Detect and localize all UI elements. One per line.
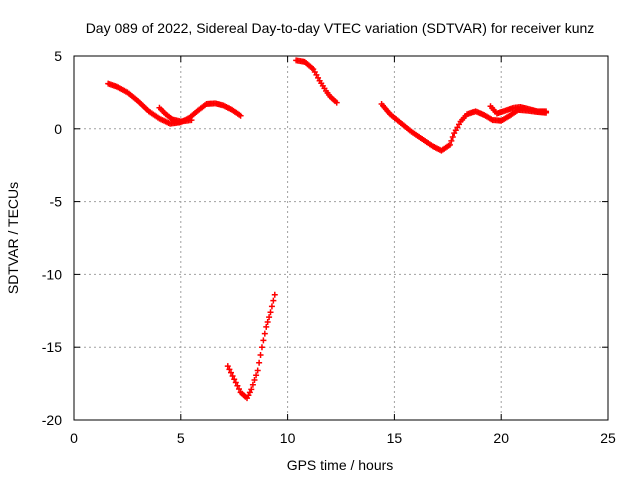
grid-lines <box>74 56 608 420</box>
series-arc-4 <box>293 57 340 106</box>
data-point <box>333 99 340 106</box>
y-tick-label: -10 <box>42 266 62 282</box>
x-tick-label: 5 <box>177 430 185 446</box>
y-tick-label: 0 <box>54 121 62 137</box>
x-tick-label: 0 <box>70 430 78 446</box>
plot-frame <box>73 55 609 421</box>
chart-title: Day 089 of 2022, Sidereal Day-to-day VTE… <box>86 20 595 36</box>
data-point <box>231 376 238 383</box>
data-point <box>267 309 274 316</box>
data-point <box>251 376 258 383</box>
y-tick-label: -20 <box>42 412 62 428</box>
data-point <box>234 382 241 389</box>
data-point <box>268 303 275 310</box>
x-tick-label: 10 <box>280 430 296 446</box>
data-points <box>105 57 550 402</box>
data-point <box>543 108 550 115</box>
data-point <box>448 137 455 144</box>
series-arc-6 <box>487 103 550 117</box>
data-point <box>253 372 260 379</box>
data-point <box>260 337 267 344</box>
axes: 0 5 10 15 20 25 5 0 -5 -10 -15 -20 <box>42 48 616 446</box>
series-arc-3 <box>224 291 278 402</box>
data-point <box>449 134 456 141</box>
y-tick-label: -15 <box>42 339 62 355</box>
data-point <box>264 318 271 325</box>
data-point <box>226 366 233 373</box>
data-point <box>248 386 255 393</box>
x-axis-label: GPS time / hours <box>287 457 394 473</box>
data-point <box>224 363 231 370</box>
y-tick-label: 5 <box>54 48 62 64</box>
data-point <box>266 314 273 321</box>
data-point <box>249 381 256 388</box>
data-point <box>254 367 261 374</box>
data-point <box>232 379 239 386</box>
x-tick-label: 20 <box>493 430 509 446</box>
data-point <box>256 359 263 366</box>
x-tick-label: 15 <box>387 430 403 446</box>
data-point <box>258 344 265 351</box>
series-arc-2 <box>156 104 195 125</box>
y-tick-label: -5 <box>50 194 63 210</box>
x-tick-label: 25 <box>600 430 616 446</box>
data-point <box>227 369 234 376</box>
data-point <box>229 372 236 379</box>
data-point <box>237 112 244 119</box>
data-point <box>261 330 268 337</box>
data-point <box>263 323 270 330</box>
data-point <box>446 141 453 148</box>
data-point <box>188 117 195 124</box>
data-point <box>271 291 278 298</box>
data-point <box>257 351 264 358</box>
data-point <box>270 297 277 304</box>
data-point <box>236 386 243 393</box>
y-axis-label: SDTVAR / TECUs <box>5 182 21 294</box>
